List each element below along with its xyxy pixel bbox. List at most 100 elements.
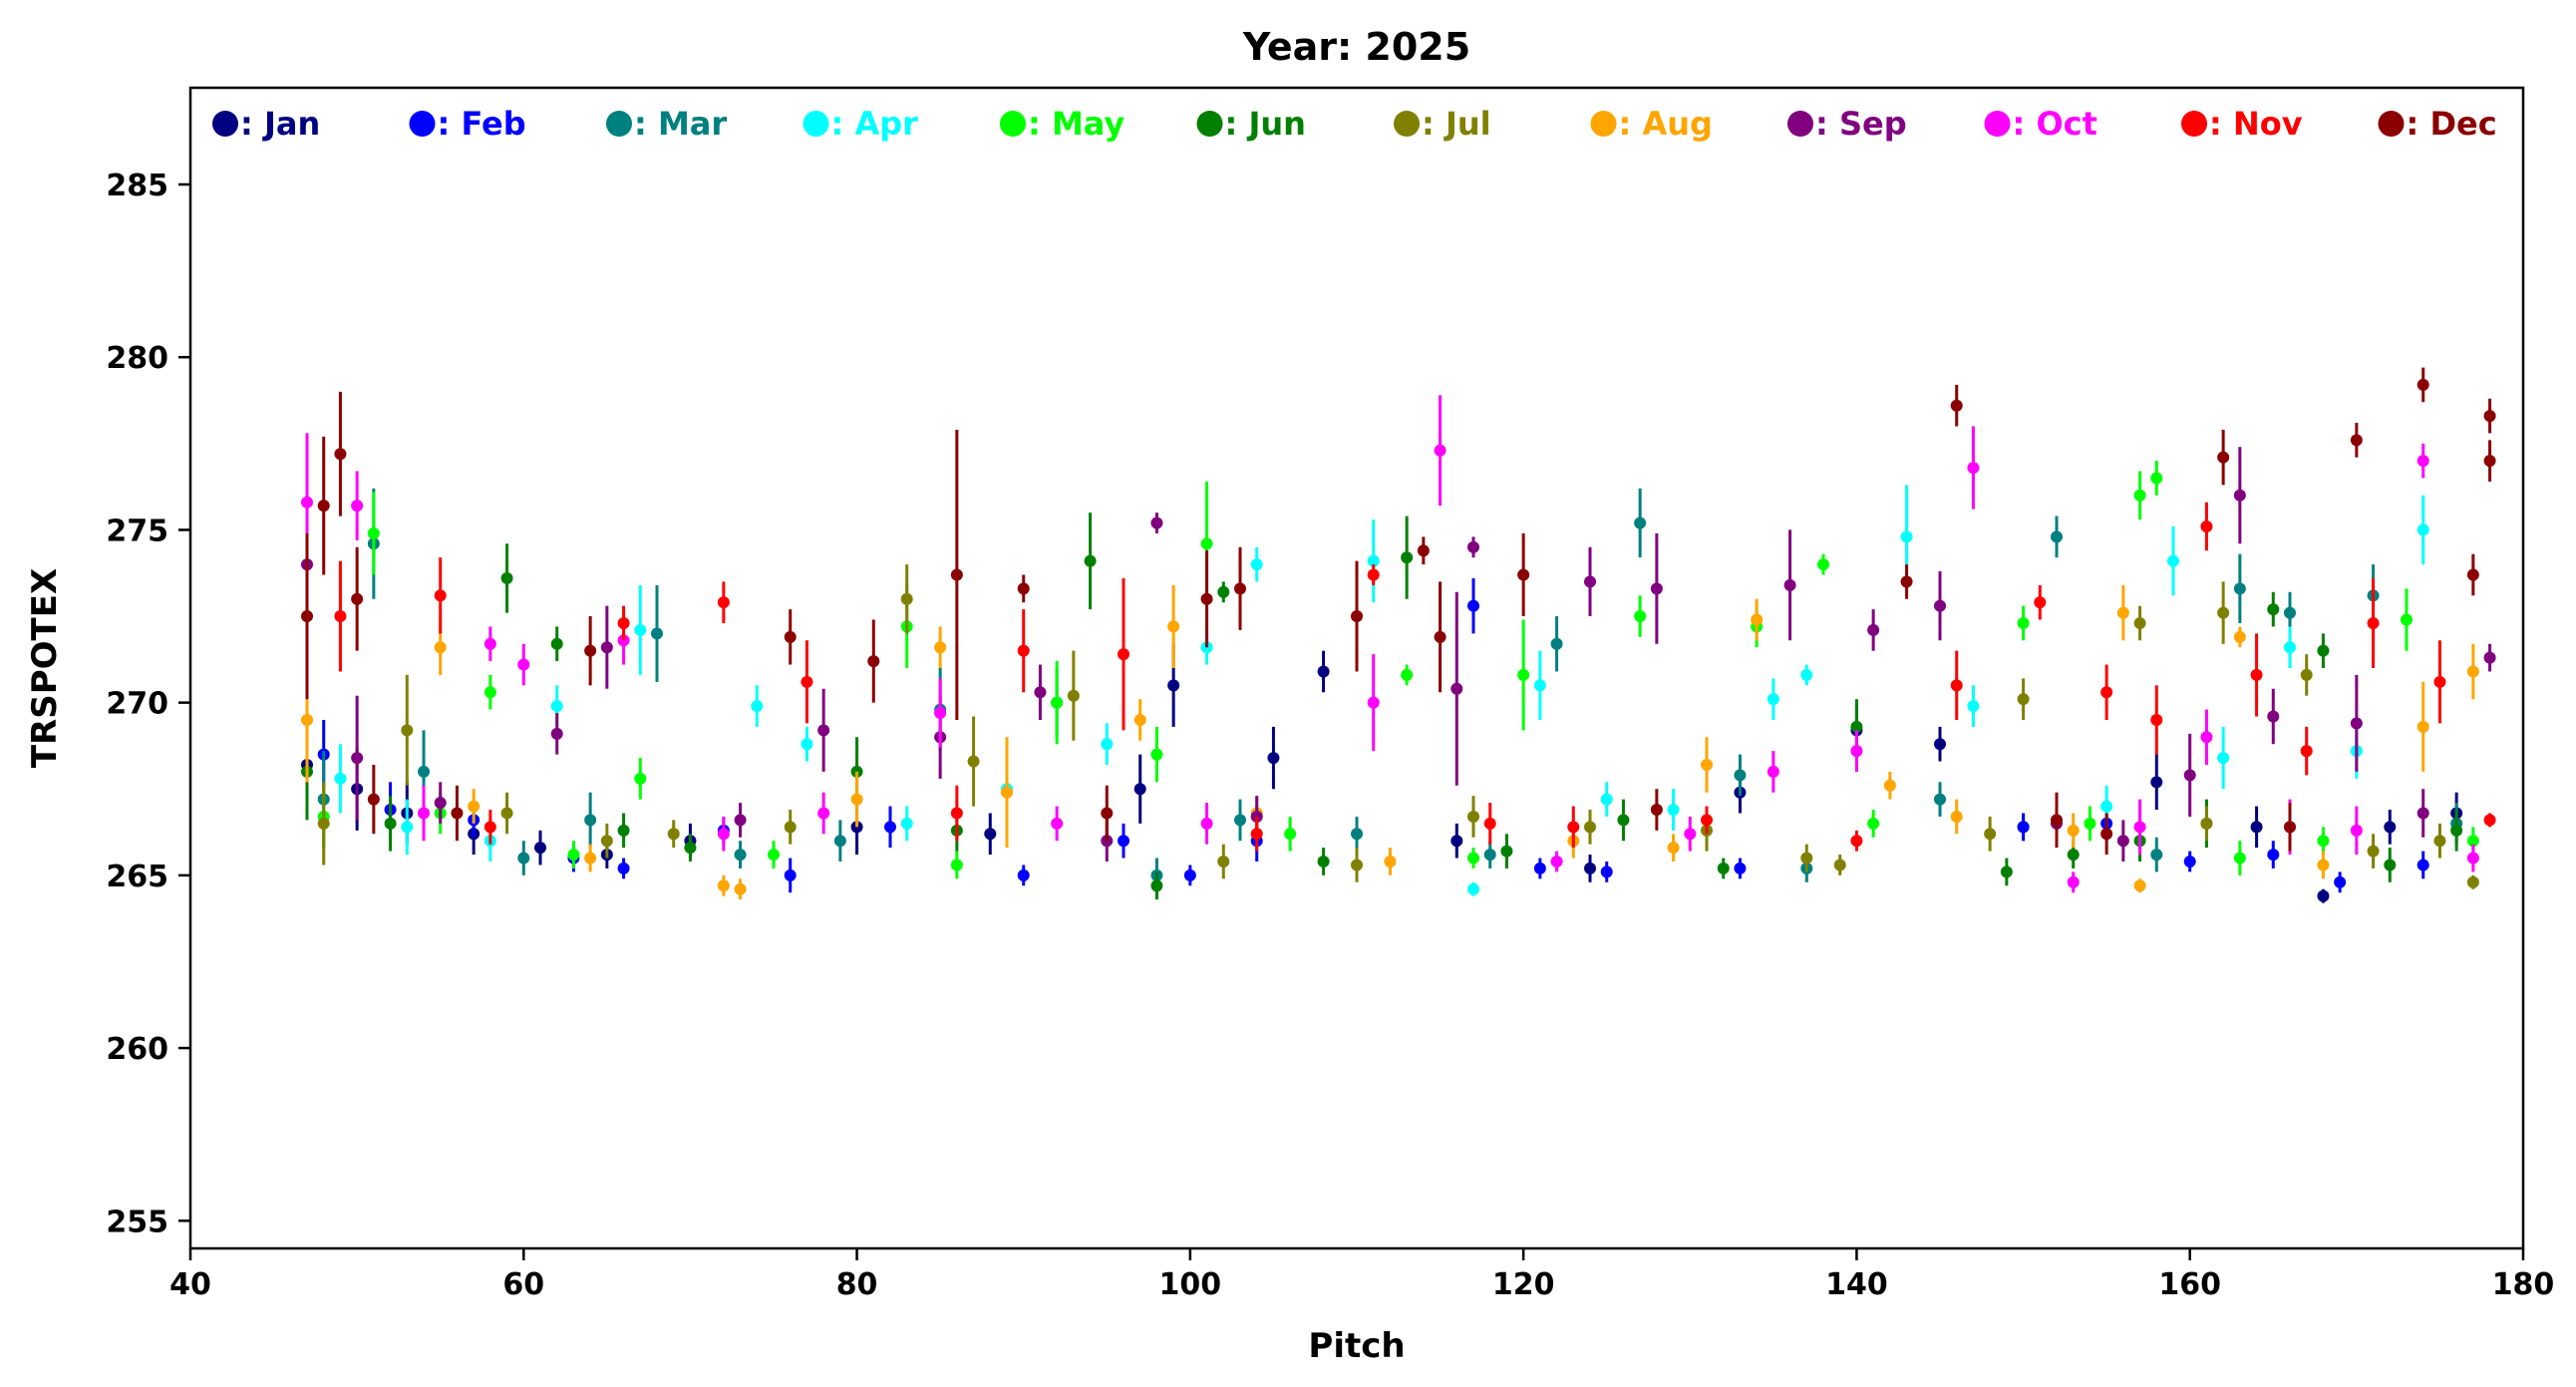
legend-marker-jan bbox=[212, 111, 238, 137]
data-point bbox=[1934, 793, 1946, 806]
data-point bbox=[2200, 817, 2213, 830]
data-point bbox=[617, 824, 630, 837]
data-point bbox=[801, 738, 813, 751]
data-point bbox=[2100, 828, 2113, 841]
data-point bbox=[600, 641, 613, 654]
y-tick-label: 265 bbox=[106, 860, 168, 894]
data-point bbox=[1367, 696, 1380, 709]
data-point bbox=[517, 852, 530, 865]
series-jul bbox=[317, 564, 2479, 889]
data-point bbox=[2116, 606, 2129, 619]
legend-label-oct: : Oct bbox=[2013, 105, 2097, 143]
data-point bbox=[483, 821, 496, 834]
x-tick-label: 40 bbox=[169, 1267, 211, 1302]
data-point bbox=[1267, 752, 1280, 765]
data-point bbox=[2183, 856, 2196, 867]
data-point bbox=[351, 752, 364, 765]
data-point bbox=[1734, 769, 1747, 782]
data-point bbox=[1767, 693, 1779, 706]
data-point bbox=[1401, 551, 1414, 564]
data-point bbox=[1434, 630, 1447, 643]
data-point bbox=[517, 658, 530, 671]
series-apr bbox=[334, 485, 2429, 896]
x-tick-label: 60 bbox=[502, 1267, 544, 1302]
data-point bbox=[1567, 821, 1580, 834]
data-point bbox=[1317, 665, 1330, 678]
data-point bbox=[2483, 410, 2496, 423]
x-tick-label: 160 bbox=[2158, 1267, 2221, 1302]
data-point bbox=[1434, 444, 1447, 457]
y-tick-label: 270 bbox=[106, 687, 168, 722]
data-point bbox=[2416, 807, 2429, 820]
data-point bbox=[1467, 882, 1479, 895]
data-point bbox=[483, 637, 496, 650]
data-point bbox=[534, 842, 546, 855]
data-point bbox=[2433, 835, 2446, 848]
data-point bbox=[468, 800, 481, 813]
data-point bbox=[2334, 875, 2347, 888]
data-point bbox=[1650, 582, 1663, 595]
data-point bbox=[334, 772, 347, 785]
legend-label-mar: : Mar bbox=[634, 105, 727, 143]
data-point bbox=[634, 772, 647, 785]
data-point bbox=[1751, 613, 1764, 626]
data-point bbox=[1717, 862, 1730, 874]
data-point bbox=[584, 852, 597, 865]
data-point bbox=[1584, 821, 1596, 834]
data-point bbox=[1833, 859, 1846, 871]
data-point bbox=[1817, 558, 1829, 571]
data-point bbox=[2416, 378, 2429, 391]
x-tick-label: 100 bbox=[1159, 1267, 1222, 1302]
data-point bbox=[1550, 856, 1563, 867]
data-point bbox=[434, 589, 447, 602]
data-point bbox=[2483, 455, 2496, 468]
data-point bbox=[1167, 620, 1180, 633]
data-point bbox=[2384, 859, 2397, 871]
data-point bbox=[2416, 455, 2429, 468]
data-point bbox=[2233, 489, 2246, 502]
data-point bbox=[751, 700, 764, 713]
data-point bbox=[2350, 434, 2363, 447]
data-point bbox=[2233, 852, 2246, 865]
y-tick-label: 255 bbox=[106, 1205, 168, 1239]
data-point bbox=[1850, 720, 1863, 733]
data-point bbox=[2466, 665, 2479, 678]
data-point bbox=[2067, 849, 2080, 862]
legend-marker-sep bbox=[1787, 111, 1813, 137]
data-point bbox=[817, 724, 830, 737]
x-axis: 40 60 80 100 120 140 160 180 bbox=[169, 1248, 2554, 1302]
data-point bbox=[2051, 530, 2063, 543]
data-point bbox=[1984, 828, 1997, 841]
data-point bbox=[734, 814, 747, 827]
data-point bbox=[1317, 856, 1330, 867]
data-point bbox=[317, 500, 330, 513]
data-point bbox=[1783, 578, 1796, 591]
data-point bbox=[1600, 793, 1613, 806]
data-point bbox=[2217, 752, 2230, 765]
data-point bbox=[950, 807, 963, 820]
y-tick-label: 275 bbox=[106, 514, 168, 548]
data-point bbox=[1034, 686, 1047, 699]
data-point bbox=[2084, 817, 2096, 830]
data-point bbox=[1934, 599, 1946, 612]
data-point bbox=[483, 686, 496, 699]
data-point bbox=[418, 765, 430, 778]
data-point bbox=[2067, 824, 2080, 837]
data-point bbox=[367, 526, 380, 539]
data-point bbox=[1367, 554, 1380, 567]
data-point bbox=[334, 448, 347, 461]
data-point bbox=[1150, 517, 1163, 529]
data-point bbox=[550, 637, 563, 650]
data-point bbox=[2367, 616, 2380, 629]
data-point bbox=[367, 793, 380, 806]
data-point bbox=[684, 842, 697, 855]
data-point bbox=[1384, 856, 1397, 867]
data-point bbox=[1351, 859, 1363, 871]
data-point bbox=[1200, 817, 1213, 830]
data-point bbox=[1550, 637, 1563, 650]
data-point bbox=[867, 655, 880, 668]
data-point bbox=[2017, 821, 2030, 834]
data-point bbox=[1517, 668, 1530, 681]
data-point bbox=[2267, 710, 2280, 723]
data-point bbox=[2466, 852, 2479, 865]
